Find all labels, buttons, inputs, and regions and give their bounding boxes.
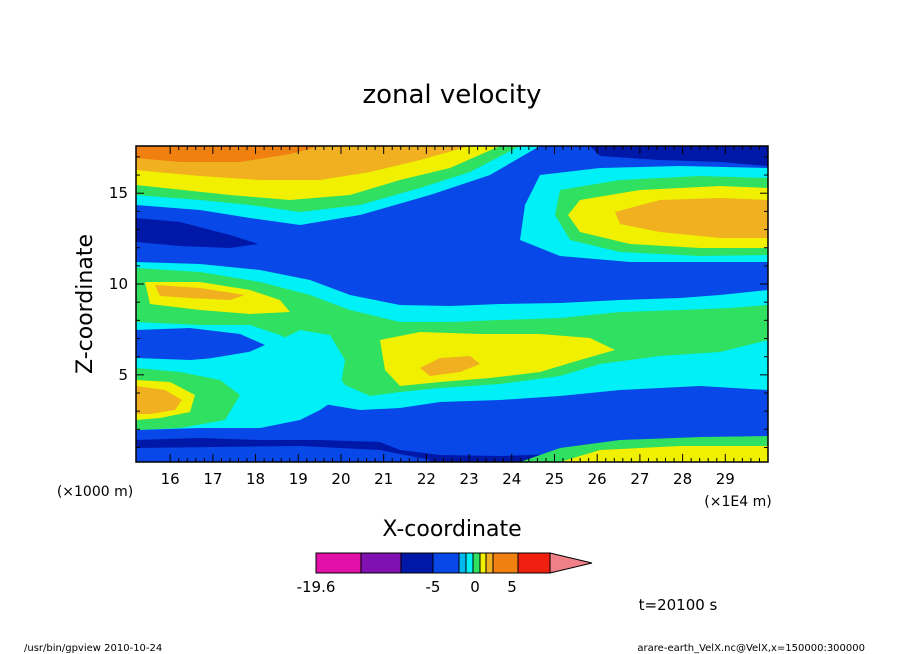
x-tick-label: 26 — [588, 470, 607, 488]
time-label: t=20100 s — [639, 596, 718, 614]
colorbar-segment — [400, 552, 434, 574]
footer-left: /usr/bin/gpview 2010-10-24 — [24, 643, 162, 654]
contour-orange-center — [420, 356, 480, 376]
x-unit-right: (×1E4 m) — [704, 494, 771, 510]
colorbar-segment — [485, 552, 494, 574]
x-tick-label: 29 — [716, 470, 735, 488]
y-tick-label: 15 — [109, 184, 128, 202]
colorbar-segment — [479, 552, 487, 574]
chart-title: zonal velocity — [362, 80, 541, 110]
x-tick-label: 27 — [630, 470, 649, 488]
contour-blue-band-left — [136, 328, 265, 360]
x-tick-label: 16 — [161, 470, 180, 488]
x-tick-label: 23 — [460, 470, 479, 488]
x-tick-label: 22 — [417, 470, 436, 488]
x-tick-label: 19 — [289, 470, 308, 488]
x-unit-left: (×1000 m) — [57, 484, 133, 500]
x-tick-label: 18 — [246, 470, 265, 488]
colorbar-segment — [517, 552, 551, 574]
contour-blue-bottom-fill — [136, 446, 430, 462]
x-tick-label: 24 — [502, 470, 521, 488]
colorbar-segment — [458, 552, 467, 574]
colorbar-segment — [472, 552, 481, 574]
x-tick-label: 28 — [673, 470, 692, 488]
contour-orange-lower-left — [136, 386, 182, 414]
x-axis-ticks: 16 17 18 19 20 21 22 23 24 25 26 27 28 29 — [161, 146, 760, 488]
footer-right: arare-earth_VelX.nc@VelX,x=150000:300000 — [637, 643, 865, 654]
y-tick-label: 5 — [118, 366, 128, 384]
contour-yellow-bottom-right — [560, 446, 768, 462]
colorbar-segment — [465, 552, 474, 574]
y-tick-label: 10 — [109, 275, 128, 293]
x-tick-label: 21 — [374, 470, 393, 488]
colorbar-label: -19.6 — [297, 578, 336, 596]
colorbar-segment — [432, 552, 460, 574]
colorbar-segment — [360, 552, 402, 574]
y-axis-ticks: 5 10 15 — [109, 156, 768, 448]
plot-area — [136, 146, 768, 462]
colorbar-arrow — [549, 552, 593, 574]
colorbar-labels: -19.6 -5 0 5 — [297, 578, 517, 596]
x-tick-label: 20 — [331, 470, 350, 488]
y-axis-label: Z-coordinate — [73, 234, 98, 374]
contour-darkblue-left — [136, 218, 258, 248]
contour-green-middle — [136, 268, 768, 396]
contour-darkorange-top-left — [136, 146, 320, 162]
colorbar-label: 5 — [507, 578, 517, 596]
colorbar-label: 0 — [470, 578, 480, 596]
x-axis-label: X-coordinate — [382, 517, 521, 542]
x-tick-label: 17 — [203, 470, 222, 488]
colorbar-label: -5 — [426, 578, 441, 596]
colorbar-segment — [492, 552, 519, 574]
colorbar — [315, 552, 593, 574]
colorbar-segment — [315, 552, 362, 574]
contour-orange-right — [615, 198, 768, 238]
contour-darkblue-top-right — [590, 146, 768, 166]
x-tick-label: 25 — [545, 470, 564, 488]
contour-orange-left-middle — [155, 285, 245, 300]
